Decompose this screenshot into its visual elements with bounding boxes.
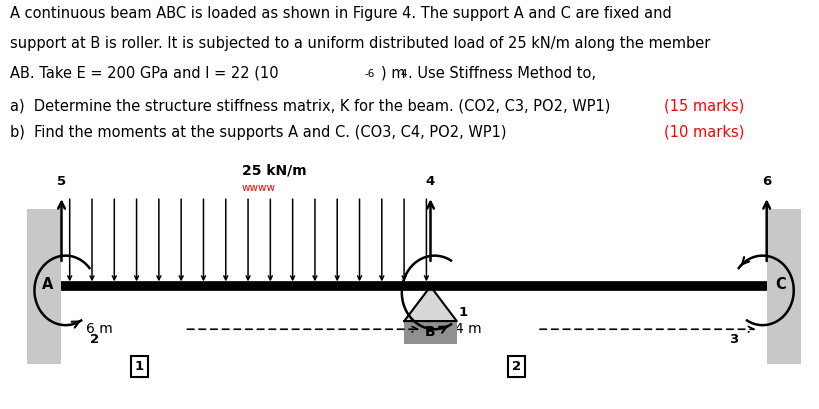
Text: support at B is roller. It is subjected to a uniform distributed load of 25 kN/m: support at B is roller. It is subjected … — [10, 36, 709, 51]
Text: AB. Take E = 200 GPa and I = 22 (10: AB. Take E = 200 GPa and I = 22 (10 — [10, 66, 278, 81]
Polygon shape — [404, 286, 456, 321]
Text: 5: 5 — [57, 175, 66, 188]
Text: ) m: ) m — [381, 66, 405, 81]
Text: 4: 4 — [425, 175, 435, 188]
Text: 4 m: 4 m — [455, 322, 481, 336]
Text: A continuous beam ABC is loaded as shown in Figure 4. The support A and C are fi: A continuous beam ABC is loaded as shown… — [10, 6, 671, 21]
Bar — [404, 321, 457, 344]
Text: 1: 1 — [458, 306, 468, 319]
Bar — [766, 209, 800, 364]
Text: 2: 2 — [89, 333, 99, 346]
Text: wwww: wwww — [242, 184, 275, 193]
Text: 3: 3 — [728, 333, 738, 346]
Text: 2: 2 — [511, 360, 521, 373]
Text: 4: 4 — [400, 69, 406, 79]
Text: C: C — [774, 277, 785, 292]
Text: 25 kN/m: 25 kN/m — [242, 164, 306, 178]
Text: a)  Determine the structure stiffness matrix, K for the beam. (CO2, C3, PO2, WP1: a) Determine the structure stiffness mat… — [10, 98, 609, 113]
Text: B: B — [425, 325, 435, 339]
Text: . Use Stiffness Method to,: . Use Stiffness Method to, — [407, 66, 595, 81]
Text: A: A — [42, 277, 53, 292]
Bar — [27, 209, 61, 364]
Text: -6: -6 — [364, 69, 373, 79]
Text: 6 m: 6 m — [86, 322, 113, 336]
Text: b)  Find the moments at the supports A and C. (CO3, C4, PO2, WP1): b) Find the moments at the supports A an… — [10, 125, 505, 140]
Text: (10 marks): (10 marks) — [663, 125, 744, 140]
Text: 1: 1 — [134, 360, 144, 373]
Text: 6: 6 — [761, 175, 771, 188]
Text: (15 marks): (15 marks) — [663, 98, 744, 113]
